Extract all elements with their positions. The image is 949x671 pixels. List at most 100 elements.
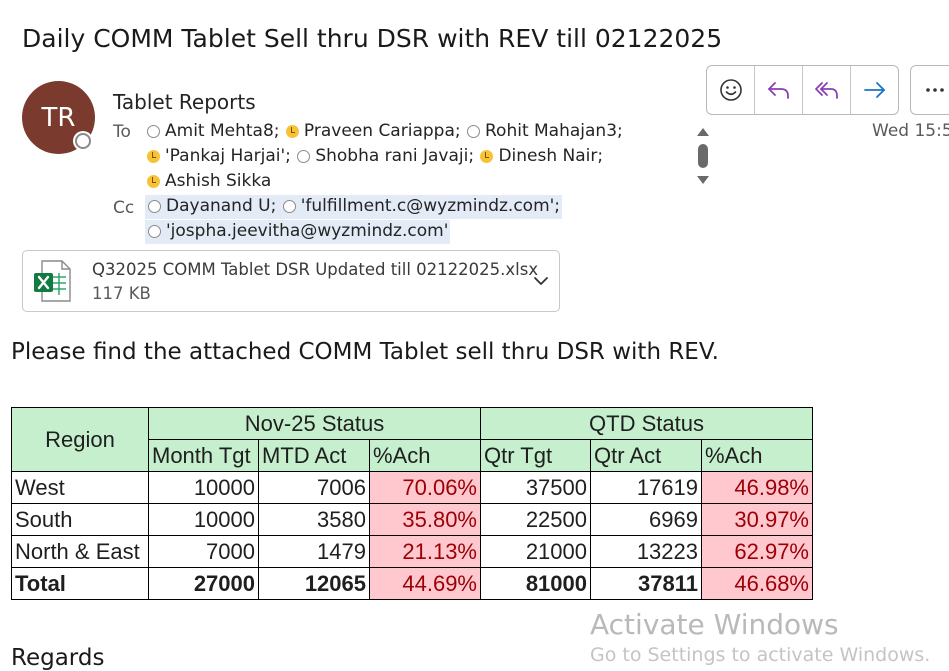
away-status-icon — [147, 174, 160, 188]
table-cell: 10000 — [148, 471, 259, 504]
activation-watermark-subtext: Go to Settings to activate Windows. — [590, 644, 931, 666]
pct-cell: 35.80% — [369, 503, 481, 536]
offline-status-icon — [467, 124, 480, 138]
recipient[interactable]: Rohit Mahajan3; — [466, 121, 623, 141]
table-cell: 27000 — [148, 567, 259, 600]
table-cell: 7006 — [258, 471, 370, 504]
away-status-icon — [147, 149, 160, 163]
pct-cell: 46.98% — [701, 471, 813, 504]
reply-all-button[interactable] — [803, 66, 851, 114]
emoji-icon — [719, 79, 742, 101]
table-row: South 10000 3580 35.80% 22500 6969 30.97… — [11, 503, 813, 536]
pct-cell: 44.69% — [369, 567, 481, 600]
cc-recipients-line-1: Dayanand U; 'fulfillment.c@wyzmindz.com'… — [145, 195, 563, 219]
recipient[interactable]: Ashish Sikka — [146, 171, 271, 191]
attachment-name: Q32025 COMM Tablet DSR Updated till 0212… — [92, 260, 539, 279]
react-button[interactable] — [707, 66, 755, 114]
scroll-down-icon[interactable] — [697, 176, 709, 184]
table-cell: 81000 — [480, 567, 591, 600]
presence-status-icon — [75, 133, 91, 149]
table-row: West 10000 7006 70.06% 37500 17619 46.98… — [11, 471, 813, 504]
table-cell: 10000 — [148, 503, 259, 536]
to-recipients-line-1: Amit Mehta8; Praveen Cariappa; Rohit Mah… — [146, 121, 623, 143]
attachment-size: 117 KB — [92, 284, 151, 303]
cc-recipients-line-2: 'jospha.jeevitha@wyzmindz.com' — [145, 220, 451, 244]
table-header-row: Region Nov-25 Status QTD Status — [11, 407, 813, 472]
scroll-thumb[interactable] — [698, 144, 708, 168]
recipient[interactable]: 'Pankaj Harjai'; — [146, 146, 291, 166]
activation-watermark: Activate Windows — [590, 608, 839, 641]
chevron-down-icon[interactable] — [533, 275, 549, 287]
to-recipients-line-3: Ashish Sikka — [146, 171, 271, 193]
message-actions-toolbar — [706, 65, 899, 115]
email-subject: Daily COMM Tablet Sell thru DSR with REV… — [22, 24, 723, 53]
table-cell: 12065 — [258, 567, 370, 600]
column-header: Qtr Act — [590, 439, 702, 472]
pct-cell: 30.97% — [701, 503, 813, 536]
reply-button[interactable] — [755, 66, 803, 114]
column-header: %Ach — [701, 439, 813, 472]
sender-avatar[interactable]: TR — [22, 81, 95, 154]
total-label: Total — [11, 567, 149, 600]
dsr-report-table: Region Nov-25 Status QTD Status Month Tg… — [11, 407, 813, 600]
offline-status-icon — [297, 149, 311, 163]
more-icon — [926, 88, 944, 92]
recipient[interactable]: Amit Mehta8; — [146, 121, 280, 141]
sender-name[interactable]: Tablet Reports — [113, 90, 256, 114]
recipient[interactable]: Dinesh Nair; — [479, 146, 603, 166]
cc-label: Cc — [113, 198, 135, 218]
pct-cell: 46.68% — [701, 567, 813, 600]
nov-status-header: Nov-25 Status — [148, 407, 481, 440]
forward-icon — [863, 82, 885, 98]
recipient[interactable]: Shobha rani Javaji; — [296, 146, 474, 166]
table-cell: 1479 — [258, 535, 370, 568]
away-status-icon — [480, 149, 494, 163]
forward-button[interactable] — [851, 66, 898, 114]
recipient[interactable]: Dayanand U; — [147, 196, 276, 216]
column-header: %Ach — [369, 439, 481, 472]
column-header: MTD Act — [258, 439, 370, 472]
scroll-up-icon[interactable] — [697, 128, 709, 136]
recipient[interactable]: 'fulfillment.c@wyzmindz.com'; — [282, 196, 560, 216]
offline-status-icon — [147, 124, 160, 138]
column-header: Qtr Tgt — [480, 439, 591, 472]
received-date: Wed 15:54 — [872, 121, 949, 141]
table-cell: 37811 — [590, 567, 702, 600]
excel-icon — [34, 260, 71, 302]
region-header: Region — [11, 407, 149, 472]
column-header: Month Tgt — [148, 439, 259, 472]
attachment-card[interactable]: Q32025 COMM Tablet DSR Updated till 0212… — [22, 250, 560, 312]
table-row: North & East 7000 1479 21.13% 21000 1322… — [11, 535, 813, 568]
recipient[interactable]: Praveen Cariappa; — [285, 121, 461, 141]
table-cell: 21000 — [480, 535, 591, 568]
table-subheader-row: Month Tgt MTD Act %Ach Qtr Tgt Qtr Act %… — [12, 439, 813, 472]
recipient[interactable]: 'jospha.jeevitha@wyzmindz.com' — [147, 221, 448, 241]
away-status-icon — [285, 124, 299, 138]
reply-all-icon — [814, 82, 838, 99]
table-cell: 3580 — [258, 503, 370, 536]
table-total-row: Total 27000 12065 44.69% 81000 37811 46.… — [11, 567, 813, 600]
offline-status-icon — [148, 199, 161, 213]
pct-cell: 62.97% — [701, 535, 813, 568]
pct-cell: 70.06% — [369, 471, 481, 504]
table-cell: 37500 — [480, 471, 591, 504]
region-cell: North & East — [11, 535, 149, 568]
region-cell: West — [11, 471, 149, 504]
to-label: To — [113, 122, 131, 142]
table-cell: 6969 — [590, 503, 702, 536]
region-cell: South — [11, 503, 149, 536]
message-body-text: Please find the attached COMM Tablet sel… — [11, 339, 719, 365]
table-cell: 22500 — [480, 503, 591, 536]
to-recipients-line-2: 'Pankaj Harjai'; Shobha rani Javaji; Din… — [146, 146, 603, 168]
reply-icon — [767, 82, 789, 99]
pct-cell: 21.13% — [369, 535, 481, 568]
table-cell: 7000 — [148, 535, 259, 568]
signoff-text: Regards — [11, 645, 105, 671]
table-cell: 17619 — [590, 471, 702, 504]
table-cell: 13223 — [590, 535, 702, 568]
more-actions-button[interactable] — [910, 65, 949, 115]
qtd-status-header: QTD Status — [480, 407, 813, 440]
offline-status-icon — [148, 224, 161, 238]
offline-status-icon — [282, 199, 296, 213]
recipients-scrollbar[interactable] — [692, 122, 714, 190]
